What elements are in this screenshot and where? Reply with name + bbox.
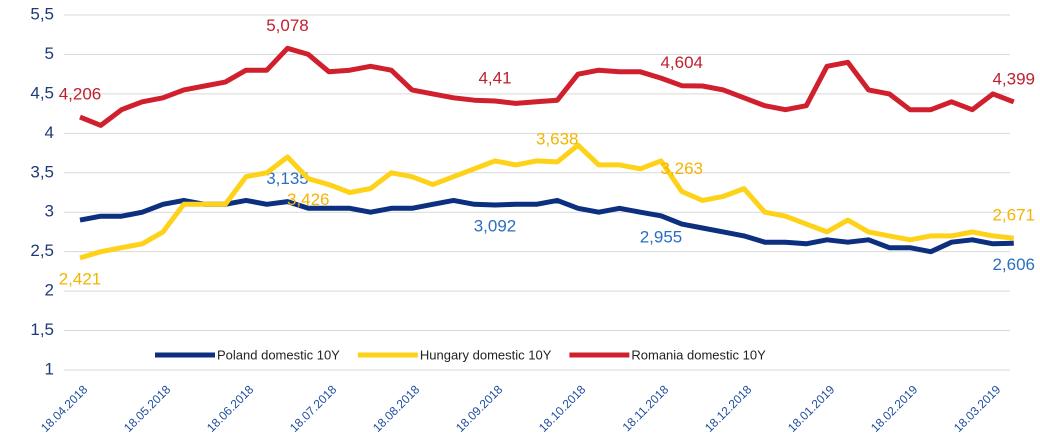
data-label: 3,092: [474, 216, 517, 235]
x-tick-label: 18.10.2018: [536, 382, 589, 435]
data-label: 4,206: [59, 85, 102, 104]
legend-label: Romania domestic 10Y: [631, 347, 766, 362]
x-tick-label: 18.04.2018: [38, 382, 91, 435]
y-tick-label: 2,5: [30, 241, 54, 260]
data-label: 2,671: [992, 206, 1035, 225]
legend-label: Poland domestic 10Y: [217, 347, 340, 362]
y-tick-label: 1: [45, 359, 54, 378]
data-label: 5,078: [266, 16, 309, 35]
x-tick-label: 18.03.2019: [951, 382, 1004, 435]
x-tick-label: 18.08.2018: [370, 382, 423, 435]
data-label: 3,263: [660, 159, 703, 178]
y-tick-label: 5: [45, 44, 54, 63]
data-label: 4,399: [992, 69, 1035, 88]
series-line: [79, 142, 1015, 261]
x-tick-label: 18.11.2018: [620, 382, 672, 434]
y-tick-label: 5,5: [30, 4, 54, 23]
x-tick-label: 18.07.2018: [287, 382, 340, 435]
x-tick-label: 18.12.2018: [702, 382, 755, 435]
x-tick-label: 18.05.2018: [121, 382, 174, 435]
data-label: 3,135: [266, 169, 309, 188]
x-tick-label: 18.02.2019: [868, 382, 921, 435]
data-label: 3,638: [536, 129, 579, 148]
y-tick-label: 4,5: [30, 83, 54, 102]
data-label: 2,421: [59, 269, 102, 288]
x-tick-label: 18.06.2018: [204, 382, 257, 435]
y-tick-label: 1,5: [30, 320, 54, 339]
series-line: [79, 197, 1014, 255]
y-tick-label: 3,5: [30, 162, 54, 181]
series-line: [79, 45, 1015, 128]
data-label: 4,41: [478, 68, 511, 87]
legend-label: Hungary domestic 10Y: [420, 347, 552, 362]
y-tick-label: 2: [45, 281, 54, 300]
x-tick-label: 18.01.2019: [785, 382, 838, 435]
data-label: 3,426: [287, 190, 330, 209]
data-label: 2,606: [992, 255, 1035, 274]
y-tick-label: 4: [45, 123, 54, 142]
data-label: 4,604: [660, 53, 703, 72]
y-tick-label: 3: [45, 202, 54, 221]
data-label: 2,955: [640, 227, 683, 246]
x-tick-label: 18.09.2018: [453, 382, 506, 435]
